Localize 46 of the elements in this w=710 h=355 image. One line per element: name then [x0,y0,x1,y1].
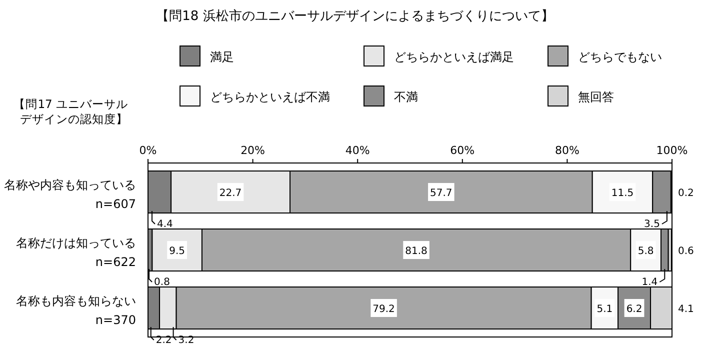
bar: 5.1 [590,286,619,330]
x-tick-label: 0% [139,144,157,157]
legend-label: 満足 [210,50,234,64]
bar: 4.4 [148,170,173,230]
legend-label: 不満 [394,90,418,104]
data-label: 1.4 [642,277,658,288]
category: 名称だけは知っている n=622 [16,236,136,269]
bar: 6.2 [618,286,652,330]
category: 名称も内容も知らない n=370 [16,294,136,327]
legend-label: どちらかといえば不満 [210,90,330,104]
data-label: 79.2 [372,304,395,315]
bar: 22.7 [170,170,290,214]
data-label: 4.4 [157,219,173,230]
bar: 9.5 [152,228,202,272]
bar: 5.8 [630,228,662,272]
data-label: 5.8 [638,246,654,257]
bar: 11.5 [592,170,654,214]
category: 名称や内容も知っている n=607 [4,178,136,211]
bar: 0.2 [670,170,694,214]
x-tick-label: 80% [554,144,580,157]
bar: 0.6 [668,228,694,272]
data-label: 9.5 [169,246,186,257]
legend-label: どちらでもない [578,50,662,64]
x-tick-label: 40% [345,144,370,157]
title: 【問18 浜松市のユニバーサルデザインによるまちづくりについて】 [156,9,554,24]
data-label: 57.7 [430,188,452,199]
data-label: 22.7 [219,188,242,199]
data-label: 0.8 [154,277,170,288]
data-label: 11.5 [611,188,634,199]
x-tick-label: 100% [656,144,688,157]
data-label: 6.2 [626,304,642,315]
data-label: 5.1 [596,304,613,315]
data-label: 0.2 [678,188,694,199]
bar: 79.2 [176,286,592,330]
data-label: 4.1 [678,304,694,315]
ylabel: 【問17 ユニバーサルデザインの認知度】 [14,97,128,126]
x-tick-label: 60% [450,144,475,157]
bar: 4.1 [650,286,694,330]
legend-label: どちらかといえば満足 [394,50,514,64]
data-label: 81.8 [405,246,428,257]
x-tick-label: 20% [240,144,266,157]
bar: 57.7 [290,170,593,214]
legend-label: 無回答 [578,90,614,104]
data-label: 0.6 [678,246,694,257]
bar: 81.8 [201,228,632,272]
data-label: 3.5 [644,219,660,230]
